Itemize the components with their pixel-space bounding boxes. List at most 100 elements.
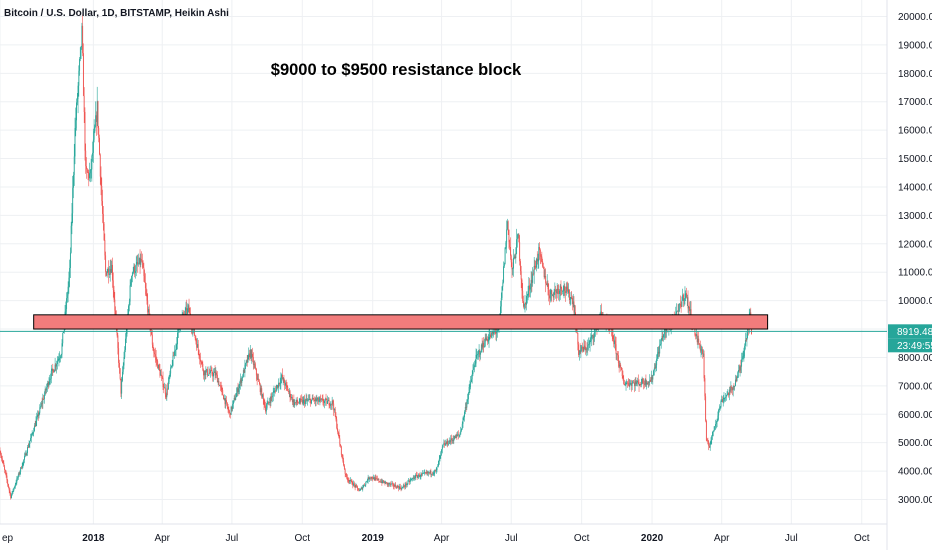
candle-body — [392, 483, 394, 485]
candle-body — [378, 478, 380, 482]
candle-body — [560, 285, 562, 289]
candle-body — [214, 371, 216, 376]
candle-body — [150, 328, 152, 332]
candle-body — [424, 472, 426, 474]
candle-body — [555, 290, 557, 294]
candle-body — [659, 344, 661, 354]
candle-body — [482, 342, 484, 348]
candle-body — [324, 398, 326, 402]
candle-body — [368, 477, 370, 480]
candle-body — [565, 291, 567, 293]
candle-body — [260, 388, 262, 392]
candle-body — [206, 369, 208, 376]
candle-body — [720, 401, 722, 408]
candle-body — [526, 295, 528, 297]
candle-body — [613, 339, 615, 345]
candle-body — [741, 357, 743, 360]
candle-body — [112, 264, 113, 281]
candle-body — [707, 441, 709, 444]
candle-body — [53, 370, 55, 373]
candle-body — [708, 443, 710, 446]
candle-body — [33, 431, 35, 433]
candle-body — [402, 485, 404, 488]
candle-body — [719, 407, 721, 410]
candle-body — [630, 382, 632, 384]
candle-body — [272, 396, 273, 398]
resistance-zone-rectangle[interactable] — [33, 314, 769, 330]
candle-body — [293, 399, 295, 406]
candle-body — [374, 477, 376, 481]
candle-body — [708, 445, 710, 448]
candle-body — [128, 301, 130, 306]
candle-body — [520, 271, 522, 280]
candle-body — [516, 234, 518, 240]
candle-body — [581, 346, 583, 350]
candle-body — [244, 364, 246, 373]
candle-body — [700, 349, 702, 351]
candle-body — [236, 388, 238, 393]
candle-body — [354, 484, 356, 488]
candle-body — [631, 383, 633, 386]
candle-body — [427, 471, 429, 474]
candle-body — [185, 308, 187, 311]
candle-body — [735, 379, 736, 387]
candle-body — [650, 379, 651, 382]
candle-body — [395, 484, 397, 488]
candle-body — [614, 340, 615, 345]
candle-body — [624, 384, 625, 386]
candle-body — [315, 398, 317, 401]
candle-body — [166, 388, 168, 398]
candle-body — [397, 485, 399, 487]
candle-body — [212, 374, 214, 377]
candle-body — [377, 478, 379, 480]
candle-body — [438, 458, 440, 461]
candle-body — [477, 354, 479, 356]
candle-body — [89, 173, 90, 179]
candle-body — [744, 345, 746, 351]
candle-body — [157, 361, 159, 369]
candle-body — [263, 399, 265, 406]
candle-body — [699, 343, 700, 345]
candle-body — [724, 397, 726, 399]
candle-body — [75, 120, 77, 128]
candle-body — [588, 344, 590, 345]
candle-body — [382, 480, 384, 484]
candle-body — [258, 381, 260, 385]
annotation-text[interactable]: $9000 to $9500 resistance block — [271, 61, 522, 79]
candle-body — [174, 351, 175, 356]
candle-body — [382, 480, 384, 483]
candle-body — [340, 444, 342, 447]
candle-body — [636, 382, 638, 384]
candle-body — [49, 379, 51, 382]
candle-body — [20, 467, 22, 472]
candle-body — [519, 261, 521, 272]
candle-body — [66, 298, 68, 309]
y-tick-label: 14000.00 — [898, 182, 932, 193]
candle-body — [687, 297, 689, 309]
candle-body — [436, 466, 438, 471]
candle-body — [489, 334, 491, 337]
x-axis[interactable]: ep 2018 Apr Jul Oct 2019 Apr Jul Oct 2020 Apr Jul Oc… — [2, 533, 870, 544]
candle-body — [292, 399, 294, 403]
candle-body — [578, 344, 580, 355]
candle-body — [17, 473, 19, 478]
candle-body — [643, 382, 645, 384]
candle-body — [5, 472, 7, 476]
candle-body — [76, 99, 78, 103]
candle-body — [206, 369, 208, 371]
candle-body — [78, 70, 80, 86]
y-axis[interactable]: 3000.00 4000.00 5000.00 6000.00 7000.00 8000.… — [898, 12, 932, 506]
candle-body — [516, 239, 518, 255]
candle-body — [86, 166, 87, 170]
candle-body — [45, 389, 47, 391]
candle-body — [43, 398, 45, 400]
candle-body — [17, 477, 19, 479]
candle-body — [722, 399, 724, 402]
y-tick-label: 17000.00 — [898, 97, 932, 108]
candle-body — [157, 365, 159, 369]
candle-body — [738, 370, 739, 373]
candle-body — [122, 371, 123, 381]
candle-body — [464, 406, 466, 412]
